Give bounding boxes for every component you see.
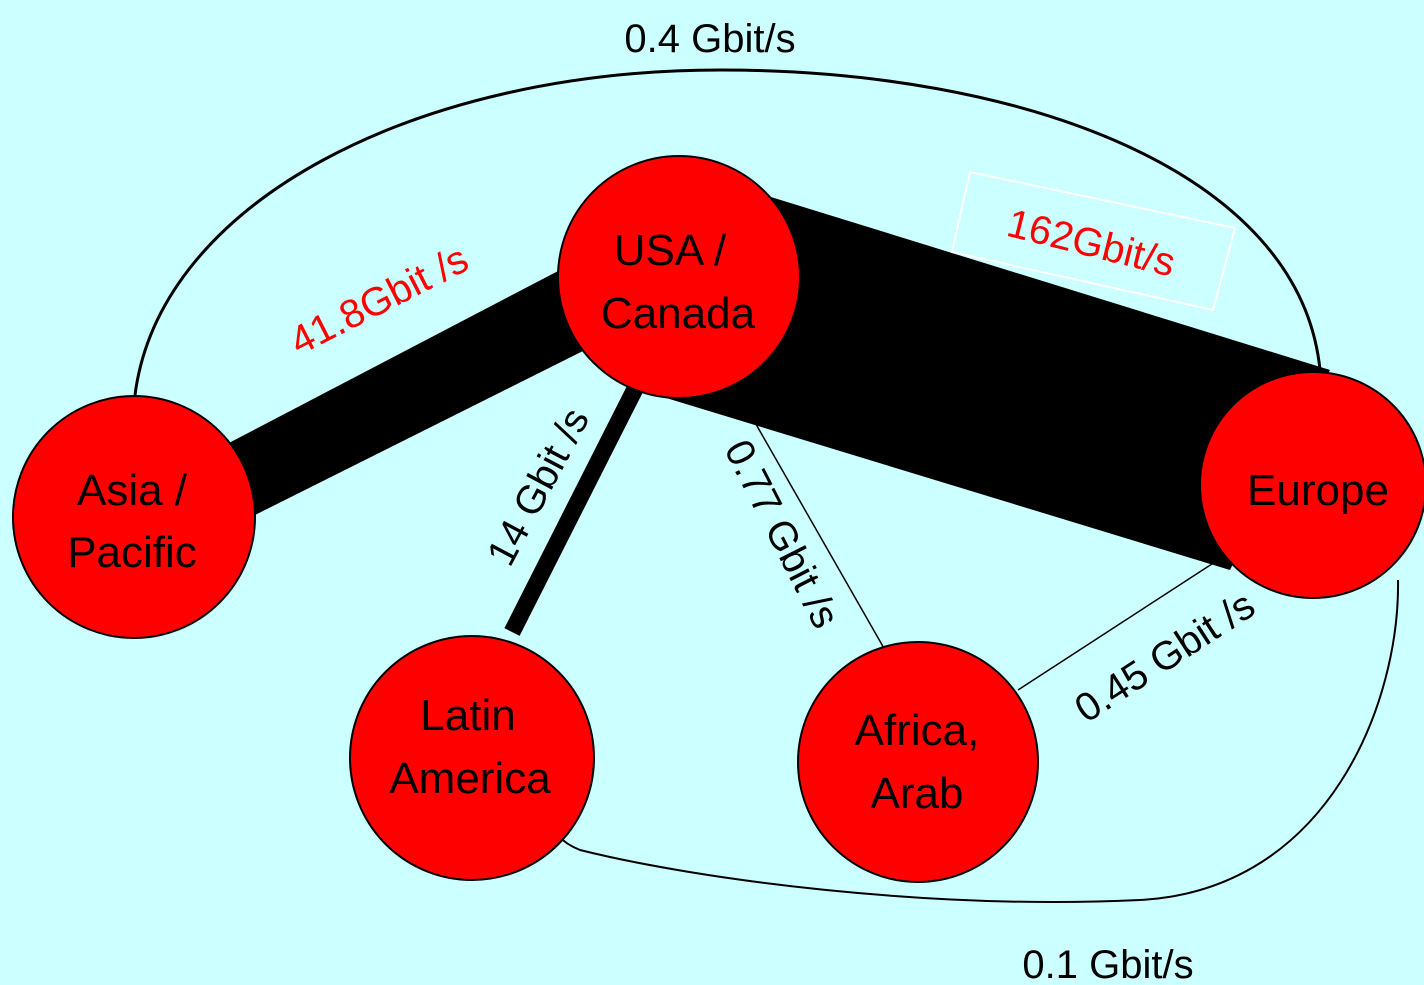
- node-europe-label: Europe: [1247, 466, 1389, 515]
- node-latin-label-line1: Latin: [420, 691, 515, 740]
- node-latin-america: [349, 635, 595, 881]
- node-latin-label-line2: America: [389, 754, 551, 803]
- node-usa-label-line1: USA /: [614, 226, 727, 275]
- link-asia-europe-line: [133, 68, 1322, 396]
- label-box-usa-europe: [950, 170, 1237, 312]
- node-europe: [1199, 371, 1424, 599]
- link-europe-africa-line: [1017, 561, 1216, 691]
- node-usa-label-line2: Canada: [601, 289, 756, 338]
- node-asia-pacific: [12, 395, 256, 639]
- link-usa-africa-line: [744, 404, 886, 651]
- node-africa-label-line1: Africa,: [855, 706, 980, 755]
- node-africa-label-line2: Arab: [871, 769, 964, 818]
- link-asia-europe-label: 0.4 Gbit/s: [624, 17, 795, 61]
- link-latin-europe-label: 0.1 Gbit/s: [1022, 943, 1193, 985]
- node-asia-label-line1: Asia /: [77, 466, 188, 515]
- link-usa-asia-band: [225, 270, 585, 515]
- node-africa-arab: [797, 641, 1039, 883]
- link-usa-europe-band: [640, 175, 1330, 570]
- link-latin-europe-line: [549, 579, 1400, 903]
- node-asia-label-line2: Pacific: [67, 528, 197, 577]
- link-usa-latin-band: [504, 381, 645, 636]
- node-usa-canada: [557, 155, 801, 399]
